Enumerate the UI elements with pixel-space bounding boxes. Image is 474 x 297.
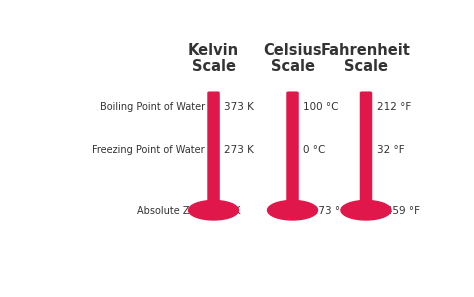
Text: Freezing Point of Water: Freezing Point of Water — [92, 145, 205, 155]
FancyBboxPatch shape — [207, 91, 220, 206]
Text: 273 K: 273 K — [224, 145, 254, 155]
Text: 0 °C: 0 °C — [303, 145, 326, 155]
Ellipse shape — [341, 200, 391, 220]
FancyBboxPatch shape — [286, 91, 299, 206]
Text: −273 °C: −273 °C — [303, 206, 347, 216]
Ellipse shape — [189, 200, 238, 220]
Text: 32 °F: 32 °F — [377, 145, 404, 155]
Text: Celsius
Scale: Celsius Scale — [263, 42, 322, 74]
Text: 373 K: 373 K — [224, 102, 254, 112]
FancyBboxPatch shape — [360, 91, 372, 206]
Ellipse shape — [267, 200, 318, 220]
Text: Fahrenheit
Scale: Fahrenheit Scale — [321, 42, 411, 74]
Text: −459 °F: −459 °F — [377, 206, 419, 216]
Text: Absolute Zero: Absolute Zero — [137, 206, 205, 216]
Text: 212 °F: 212 °F — [377, 102, 411, 112]
Text: Boiling Point of Water: Boiling Point of Water — [100, 102, 205, 112]
Text: Kelvin
Scale: Kelvin Scale — [188, 42, 239, 74]
Text: 0 K: 0 K — [224, 206, 241, 216]
Text: 100 °C: 100 °C — [303, 102, 338, 112]
